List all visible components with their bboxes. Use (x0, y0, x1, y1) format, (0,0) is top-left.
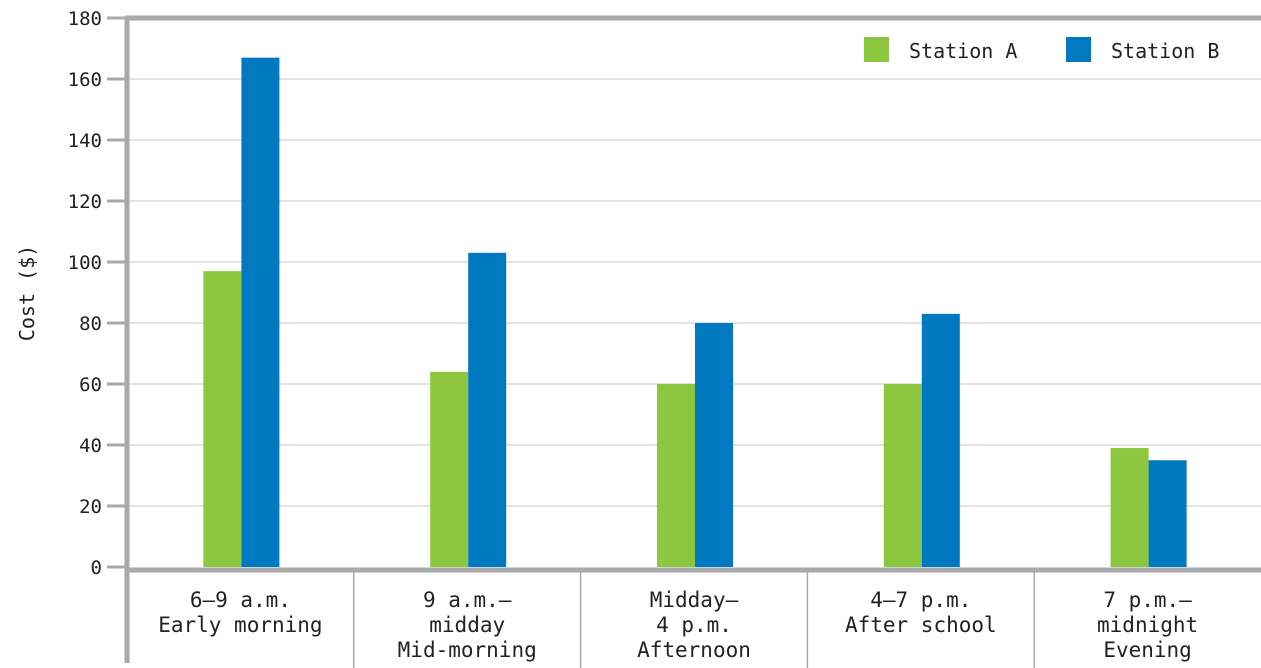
x-category-label: Midday– 4 p.m. Afternoon (637, 588, 751, 662)
y-tick-label: 60 (79, 374, 102, 396)
x-category-label: 4–7 p.m. After school (845, 588, 997, 637)
x-category-label: 9 a.m.– midday Mid-morning (398, 588, 537, 662)
x-category-label: 7 p.m.– midnight Evening (1097, 588, 1198, 662)
y-tick-label: 80 (79, 313, 102, 335)
bar-station-b (695, 323, 733, 567)
bar-station-a (430, 371, 469, 567)
y-tick-label: 180 (68, 8, 102, 30)
axes (107, 15, 1261, 668)
legend-swatch-station-b (1066, 37, 1091, 62)
y-axis-title: Cost ($) (15, 245, 39, 341)
bar-station-a (203, 271, 242, 567)
bar-station-b (1148, 460, 1187, 567)
y-tick-label: 40 (79, 435, 102, 457)
bar-station-b (921, 313, 960, 567)
y-tick-label: 20 (79, 496, 102, 518)
y-tick-label: 0 (91, 557, 102, 579)
bars (203, 57, 1187, 568)
bar-station-a (657, 384, 695, 567)
bar-station-b (241, 57, 280, 568)
y-tick-label: 100 (68, 252, 102, 274)
legend-label-station-b: Station B (1111, 39, 1219, 63)
y-tick-labels: 0 20 40 60 80 100 120 140 160 180 (68, 8, 102, 579)
legend-label-station-a: Station A (909, 39, 1017, 63)
legend-swatch-station-a (864, 37, 889, 62)
y-tick-label: 140 (68, 130, 102, 152)
bar-station-b (468, 252, 507, 567)
legend: Station A Station B (864, 37, 1219, 63)
bar-station-a (1110, 448, 1149, 567)
bar-station-a (883, 384, 922, 567)
x-category-label: 6–9 a.m. Early morning (158, 588, 322, 637)
y-tick-label: 160 (68, 69, 102, 91)
x-category-labels: 6–9 a.m. Early morning 9 a.m.– midday Mid-mo… (158, 588, 1198, 662)
y-tick-label: 120 (68, 191, 102, 213)
